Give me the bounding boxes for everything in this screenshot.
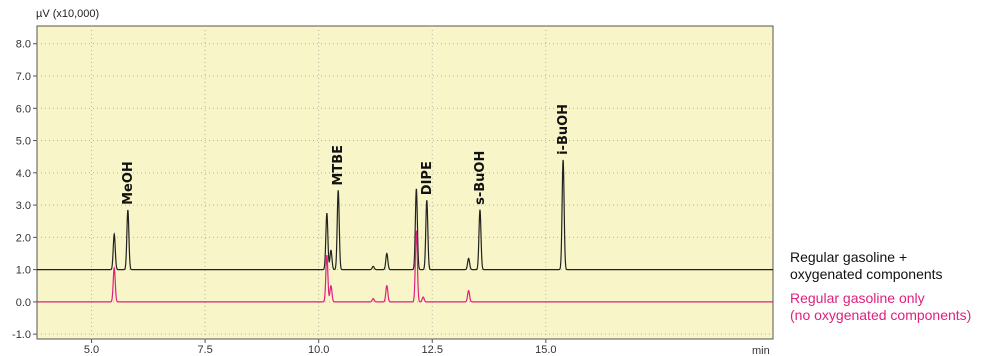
peak-annotations: MeOH MTBE DIPE s-BuOH i-BuOH <box>121 104 571 205</box>
y-tick-label: 3.0 <box>16 200 31 212</box>
peak-point <box>386 253 387 254</box>
peak-point <box>479 209 480 210</box>
peak-point <box>330 285 331 286</box>
x-axis-unit-label: min <box>752 345 770 356</box>
y-tick-label: 5.0 <box>16 136 31 148</box>
legend-regular-line1: Regular gasoline only <box>790 290 925 306</box>
plot-area <box>36 25 774 340</box>
y-tick-label: 6.0 <box>16 103 31 115</box>
y-tick-label: 4.0 <box>16 168 31 180</box>
series-2 <box>37 230 773 303</box>
series-layer <box>37 159 773 303</box>
legend-oxygenated-line1: Regular gasoline + <box>790 249 908 265</box>
legend-oxygenated-series: Regular gasoline + oxygenated components <box>790 249 943 283</box>
peak-point <box>468 290 469 291</box>
legend-regular-line2: (no oxygenated components) <box>790 307 972 323</box>
peak-point <box>326 213 327 214</box>
peak-point <box>468 258 469 259</box>
legend-oxygenated-line2: oxygenated components <box>790 266 943 282</box>
peak-point <box>416 230 417 231</box>
peak-point <box>423 296 424 297</box>
x-axis: 5.0 7.5 10.0 12.5 15.0 <box>84 339 557 356</box>
series-line <box>37 230 773 303</box>
peak-point <box>114 234 115 235</box>
peak-point <box>326 255 327 256</box>
y-tick-label: 8.0 <box>16 39 31 51</box>
x-tick-label: 10.0 <box>308 344 329 356</box>
peak-point <box>563 159 564 160</box>
peak-label: i-BuOH <box>556 104 571 155</box>
peak-point <box>338 190 339 191</box>
y-axis-unit-label: µV (x10,000) <box>36 8 99 20</box>
peak-point <box>114 267 115 268</box>
x-tick-label: 12.5 <box>422 344 443 356</box>
peak-point <box>330 250 331 251</box>
peak-label: MeOH <box>121 161 136 205</box>
legend-regular-series: Regular gasoline only (no oxygenated com… <box>790 290 971 324</box>
peak-point <box>426 200 427 201</box>
series-1 <box>37 159 773 271</box>
peak-point <box>373 266 374 267</box>
series-line <box>37 159 773 271</box>
y-tick-label: 7.0 <box>16 71 31 83</box>
x-tick-label: 7.5 <box>197 344 212 356</box>
peak-label: MTBE <box>331 145 346 186</box>
peak-point <box>386 285 387 286</box>
y-tick-label: -1.0 <box>12 329 31 341</box>
y-tick-label: 1.0 <box>16 265 31 277</box>
x-tick-label: 5.0 <box>84 344 99 356</box>
peak-point <box>127 209 128 210</box>
peak-point <box>416 188 417 189</box>
peak-point <box>373 298 374 299</box>
y-tick-label: 2.0 <box>16 232 31 244</box>
x-tick-label: 15.0 <box>535 344 556 356</box>
peak-label: s-BuOH <box>473 151 488 205</box>
peak-label: DIPE <box>420 161 435 195</box>
y-tick-label: 0.0 <box>16 297 31 309</box>
y-axis: -1.0 0.0 1.0 2.0 3.0 4.0 5.0 6.0 7.0 8.0 <box>12 39 37 341</box>
